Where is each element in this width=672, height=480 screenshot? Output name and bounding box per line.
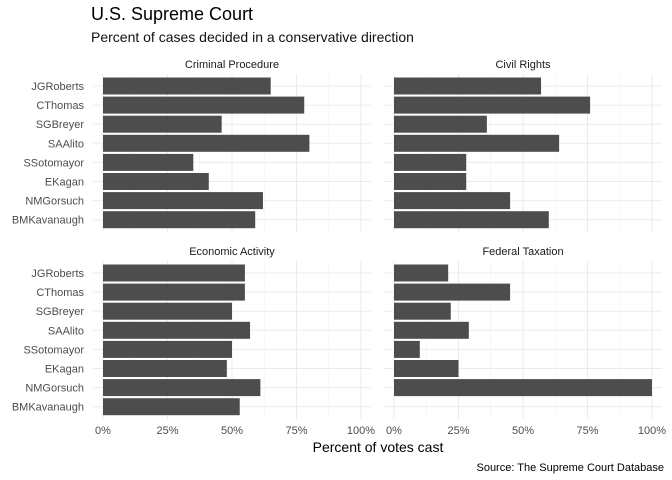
bar — [103, 321, 251, 339]
y-tick-label: CThomas — [36, 287, 84, 299]
bar — [103, 153, 194, 171]
facet-label: Criminal Procedure — [185, 59, 279, 71]
bar — [394, 153, 467, 171]
bar — [103, 302, 232, 320]
y-tick-label: JGRoberts — [31, 81, 84, 93]
x-tick-label: 25% — [447, 425, 469, 437]
y-tick-label: CThomas — [36, 100, 84, 112]
bar — [394, 173, 467, 190]
bar — [103, 96, 305, 114]
x-tick-label: 0% — [95, 425, 111, 437]
facet-label: Federal Taxation — [482, 246, 563, 258]
bar — [103, 211, 256, 229]
bar — [394, 379, 652, 397]
bar — [103, 398, 240, 416]
x-tick-label: 0% — [386, 425, 402, 437]
y-tick-label: NMGorsuch — [25, 383, 84, 395]
bar — [103, 134, 310, 152]
bar — [394, 211, 549, 229]
bar — [394, 321, 469, 339]
y-tick-label: SAAlito — [48, 325, 84, 337]
y-tick-label: JGRoberts — [31, 268, 84, 280]
bar — [103, 77, 271, 95]
y-tick-label: SAAlito — [48, 138, 84, 150]
bar — [394, 96, 591, 114]
bar — [103, 192, 263, 210]
x-tick-label: 50% — [512, 425, 534, 437]
source-caption: Source: The Supreme Court Database — [476, 462, 664, 474]
x-tick-label: 100% — [638, 425, 666, 437]
y-tick-label: SSotomayor — [23, 157, 84, 169]
x-tick-label: 50% — [221, 425, 243, 437]
bar — [394, 192, 511, 210]
x-tick-label: 75% — [576, 425, 598, 437]
x-tick-label: 100% — [347, 425, 375, 437]
x-tick-label: 25% — [156, 425, 178, 437]
bar — [103, 379, 261, 397]
bar — [103, 115, 222, 133]
bar — [394, 302, 451, 320]
bar — [103, 264, 245, 282]
facet-label: Economic Activity — [189, 246, 275, 258]
bar — [394, 340, 420, 358]
x-tick-label: 75% — [285, 425, 307, 437]
bar — [103, 360, 227, 377]
bar — [394, 115, 487, 133]
bar — [394, 134, 560, 152]
x-axis-label: Percent of votes cast — [313, 439, 444, 455]
y-tick-label: EKagan — [45, 364, 84, 376]
bar — [394, 264, 449, 282]
bar — [103, 173, 209, 190]
facet-label: Civil Rights — [495, 59, 551, 71]
y-tick-label: NMGorsuch — [25, 196, 84, 208]
y-tick-label: SGBreyer — [36, 119, 85, 131]
y-tick-label: EKagan — [45, 177, 84, 189]
bar — [394, 360, 459, 377]
chart-title: U.S. Supreme Court — [91, 4, 254, 24]
y-tick-label: BMKavanaugh — [12, 215, 84, 227]
bar — [394, 283, 511, 301]
y-tick-label: SSotomayor — [23, 344, 84, 356]
bar — [394, 77, 542, 95]
chart-subtitle: Percent of cases decided in a conservati… — [91, 29, 414, 45]
y-tick-label: SGBreyer — [36, 306, 85, 318]
y-tick-label: BMKavanaugh — [12, 402, 84, 414]
bar — [103, 283, 245, 301]
bar — [103, 340, 232, 358]
